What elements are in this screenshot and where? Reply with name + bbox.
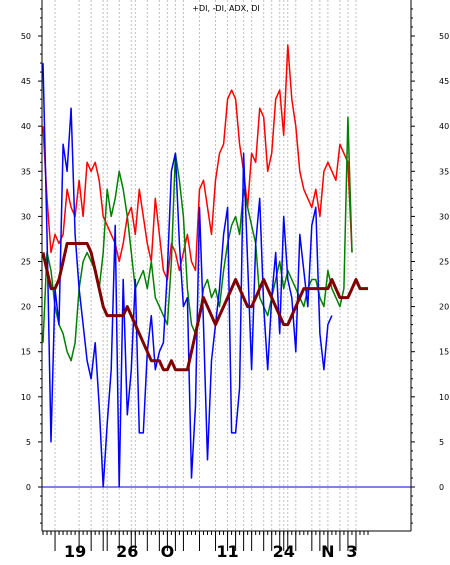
series-line-adx (41, 242, 368, 372)
y-tick-label: 15 (21, 348, 31, 357)
series-line-di (42, 44, 353, 281)
y-tick-label: 30 (439, 212, 449, 221)
y-tick-label: 10 (21, 393, 31, 402)
y-tick-label: 25 (21, 258, 31, 267)
y-tick-label: 20 (21, 303, 31, 312)
y-tick-label: 20 (439, 303, 449, 312)
y-tick-label: 25 (439, 258, 449, 267)
x-tick-labels: 19 26 O 11 24 N 3 (64, 542, 358, 561)
y-tick-label: 0 (26, 483, 31, 492)
chart-title: +DI, -DI, ADX, DI (192, 4, 260, 13)
x-tick-label: O (161, 542, 175, 561)
y-tick-label: 40 (21, 122, 31, 131)
x-tick-label: 3 (346, 542, 357, 561)
x-tick-label: 26 (116, 542, 138, 561)
series-lines (41, 44, 368, 488)
y-tick-label: 30 (21, 212, 31, 221)
x-tick-label: 24 (273, 542, 295, 561)
x-tick-label: N (321, 542, 334, 561)
y-tick-label: 15 (439, 348, 449, 357)
axes (38, 0, 415, 551)
y-tick-label: 5 (26, 438, 31, 447)
series-line-di (42, 63, 333, 488)
y-tick-label: 35 (21, 167, 31, 176)
y-tick-label: 10 (439, 393, 449, 402)
grid-lines (54, 0, 357, 531)
y-tick-label: 40 (439, 122, 449, 131)
y-tick-label: 50 (439, 32, 449, 41)
y-tick-label: 45 (439, 77, 449, 86)
y-tick-label: 50 (21, 32, 31, 41)
y-tick-label: 35 (439, 167, 449, 176)
y-tick-labels: 0 0 5 5 10 10 15 15 20 20 25 25 30 30 35 35 40 40 45 45 50 50 (21, 32, 449, 492)
y-tick-label: 5 (439, 438, 444, 447)
x-tick-label: 19 (64, 542, 86, 561)
y-tick-label: 0 (439, 483, 444, 492)
y-tick-label: 45 (21, 77, 31, 86)
x-tick-label: 11 (216, 542, 238, 561)
